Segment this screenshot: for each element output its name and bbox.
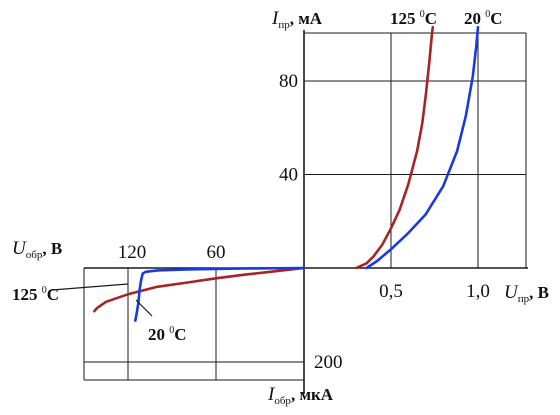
forward-xtick-1.0: 1,0: [466, 281, 490, 302]
reverse-xtick-60: 60: [207, 242, 226, 263]
forward-y-axis-label: Iпр, мА: [271, 8, 323, 31]
reverse-curve-20c: [134, 266, 306, 322]
curves: [93, 25, 480, 322]
forward-label-125c: 125 0C: [390, 9, 437, 28]
forward-label-20c: 20 0C: [464, 9, 503, 28]
reverse-leader-125c: [51, 283, 129, 291]
reverse-label-20c: 20 0C: [148, 325, 187, 344]
reverse-leader-20c: [135, 299, 153, 317]
grid: [83, 32, 527, 381]
reverse-curve-125c: [93, 266, 306, 313]
reverse-y-axis-label: Iобр, мкА: [267, 384, 334, 407]
reverse-x-axis-label: Uобр, В: [12, 238, 62, 261]
axes: [84, 30, 528, 394]
forward-x-axis-label: Uпр, В: [504, 282, 549, 305]
forward-curve-20c: [365, 25, 480, 270]
reverse-label-125c: 125 0C: [12, 285, 59, 304]
reverse-ytick-200: 200: [314, 352, 343, 373]
forward-ytick-80: 80: [279, 71, 298, 92]
forward-xtick-0.5: 0,5: [379, 281, 403, 302]
forward-curve-125c: [354, 25, 435, 270]
forward-ytick-40: 40: [279, 165, 298, 186]
labels: Iпр, мА 80 40 0,5 1,0 Uпр, В 125 0C 20 0C Uобр, …: [12, 8, 549, 407]
reverse-xtick-120: 120: [118, 242, 147, 263]
